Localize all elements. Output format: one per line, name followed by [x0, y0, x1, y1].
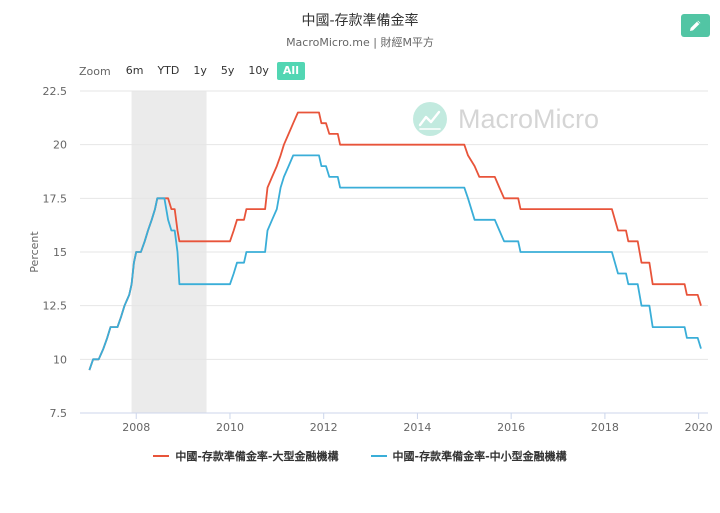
x-tick-label: 2010 [216, 421, 244, 434]
x-tick-label: 2018 [591, 421, 619, 434]
y-tick-label: 22.5 [43, 85, 68, 98]
pencil-icon [690, 20, 701, 31]
legend-item-large-banks[interactable]: 中國-存款準備金率-大型金融機構 [153, 448, 339, 464]
y-tick-label: 12.5 [43, 300, 68, 313]
watermark: MacroMicro [412, 100, 599, 138]
y-tick-label: 17.5 [43, 192, 68, 205]
zoom-bar: Zoom 6m YTD 1y 5y 10y All [79, 61, 305, 81]
zoom-label: Zoom [79, 64, 111, 78]
x-tick-label: 2016 [497, 421, 525, 434]
x-tick-label: 2020 [685, 421, 713, 434]
legend-swatch-large-banks [153, 455, 170, 457]
edit-button[interactable] [681, 14, 710, 37]
x-tick-label: 2012 [310, 421, 338, 434]
y-tick-label: 15 [53, 246, 67, 259]
x-tick-label: 2008 [122, 421, 150, 434]
zoom-10y-button[interactable]: 10y [248, 64, 269, 77]
legend-swatch-small-banks [370, 455, 387, 457]
watermark-text: MacroMicro [458, 103, 600, 134]
series-line-small-banks [88, 154, 702, 371]
legend-label-small-banks: 中國-存款準備金率-中小型金融機構 [392, 450, 567, 463]
chart-subtitle: MacroMicro.me | 財經M平方 [286, 36, 434, 49]
legend-label-large-banks: 中國-存款準備金率-大型金融機構 [175, 450, 339, 463]
legend: 中國-存款準備金率-大型金融機構 中國-存款準備金率-中小型金融機構 [0, 448, 720, 464]
zoom-ytd-button[interactable]: YTD [157, 64, 180, 77]
zoom-1y-button[interactable]: 1y [193, 64, 207, 77]
zoom-6m-button[interactable]: 6m [125, 64, 144, 77]
y-tick-label: 10 [53, 353, 67, 366]
y-axis-title: Percent [28, 231, 41, 273]
x-tick-label: 2014 [403, 421, 431, 434]
macromicro-logo-icon [413, 102, 447, 136]
y-tick-label: 7.5 [50, 407, 68, 420]
y-tick-label: 20 [53, 139, 67, 152]
chart-title: 中國-存款準備金率 [301, 13, 419, 29]
zoom-all-button[interactable]: All [276, 62, 305, 80]
zoom-5y-button[interactable]: 5y [220, 64, 235, 77]
legend-item-small-banks[interactable]: 中國-存款準備金率-中小型金融機構 [370, 448, 567, 464]
